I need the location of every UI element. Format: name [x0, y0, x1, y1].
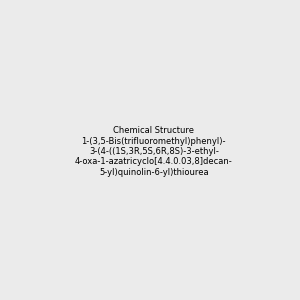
Text: Chemical Structure
1-(3,5-Bis(trifluoromethyl)phenyl)-
3-(4-((1S,3R,5S,6R,8S)-3-: Chemical Structure 1-(3,5-Bis(trifluorom…: [75, 126, 232, 177]
